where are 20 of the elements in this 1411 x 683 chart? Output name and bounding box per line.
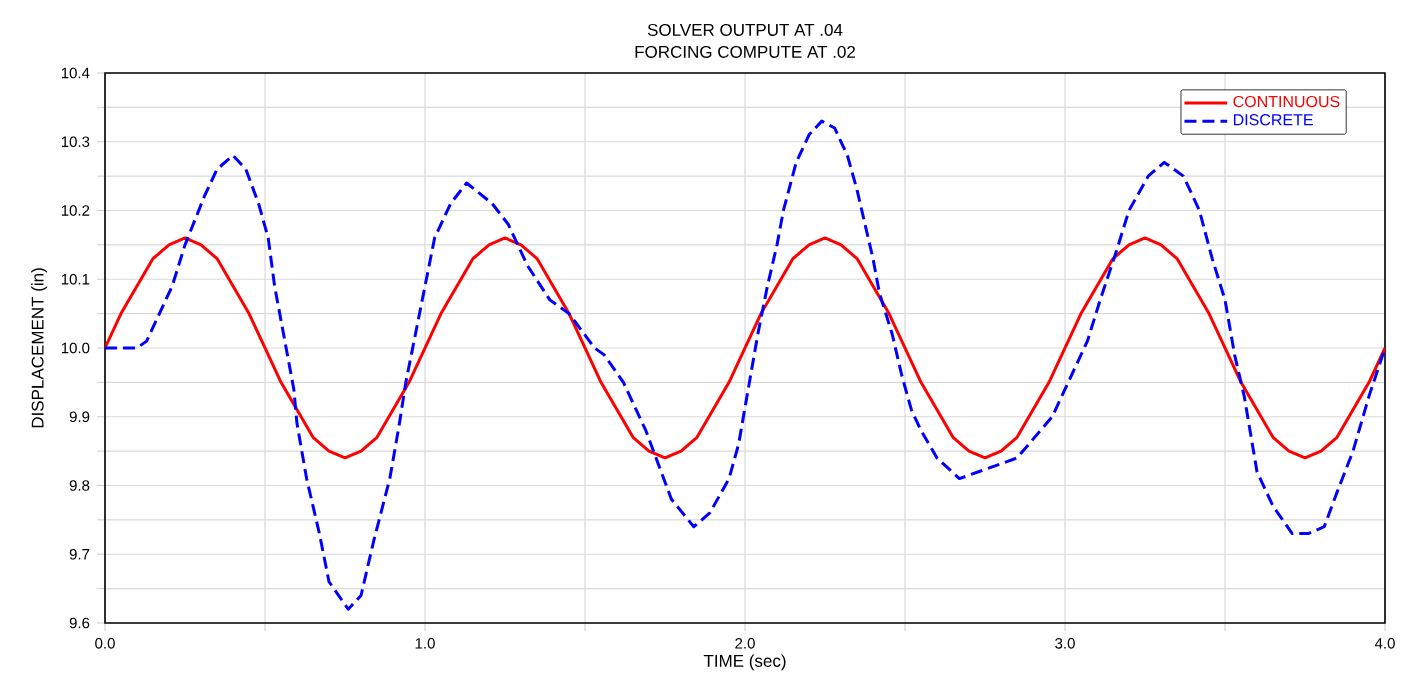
- y-tick-label: 10.3: [61, 136, 90, 148]
- x-tick-label: 4.0: [1374, 638, 1395, 649]
- x-tick-label: 2.0: [735, 638, 755, 649]
- y-tick-label: 9.6: [69, 617, 90, 629]
- chart-title: SOLVER OUTPUT AT .04: [647, 23, 843, 36]
- legend-label: DISCRETE: [1233, 114, 1313, 126]
- x-axis-title: TIME (sec): [703, 654, 786, 671]
- y-tick-label: 9.8: [69, 480, 90, 491]
- y-tick-label: 9.9: [69, 411, 90, 423]
- y-tick-label: 9.7: [69, 548, 90, 560]
- y-axis-title: DISPLACEMENT (in): [31, 268, 48, 428]
- y-tick-label: 10.1: [61, 273, 90, 285]
- chart-subtitle: FORCING COMPUTE AT .02: [635, 45, 855, 58]
- y-tick-label: 10.2: [61, 205, 90, 216]
- y-tick-label: 10.4: [61, 67, 90, 79]
- x-tick-label: 3.0: [1055, 638, 1075, 649]
- legend-label: CONTINUOUS: [1233, 95, 1340, 108]
- x-tick-label: 0.0: [95, 638, 115, 649]
- y-tick-label: 10.0: [61, 342, 90, 354]
- x-tick-label: 1.0: [415, 638, 435, 649]
